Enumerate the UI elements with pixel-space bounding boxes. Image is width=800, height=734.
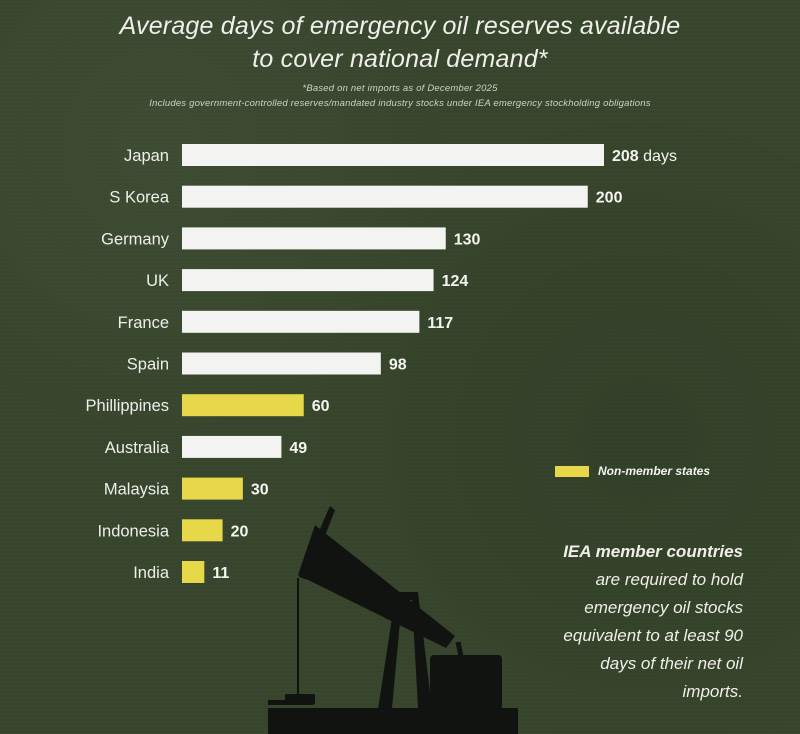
value-number: 200 bbox=[596, 190, 623, 207]
category-label: Spain bbox=[127, 356, 169, 374]
bar-spain bbox=[182, 352, 381, 375]
value-number: 124 bbox=[442, 273, 469, 290]
bar-uk bbox=[182, 269, 434, 292]
value-label: 20 bbox=[231, 523, 249, 540]
legend-swatch-non-member bbox=[555, 465, 589, 477]
category-label: Indonesia bbox=[97, 522, 169, 540]
bar-indonesia bbox=[182, 519, 223, 542]
iea-annotation-line-1: are required to hold bbox=[595, 570, 743, 589]
oil-pump-jack-illustration bbox=[268, 506, 518, 734]
chart-title-line-1: Average days of emergency oil reserves a… bbox=[119, 12, 681, 40]
value-number: 11 bbox=[212, 565, 229, 582]
category-label: Malaysia bbox=[104, 481, 170, 499]
category-label: Phillippines bbox=[86, 397, 169, 415]
category-label: France bbox=[118, 314, 169, 332]
category-label: Australia bbox=[105, 439, 170, 457]
pump-wellhead bbox=[285, 694, 315, 704]
pump-base-platform bbox=[268, 708, 518, 734]
value-label: 30 bbox=[251, 482, 269, 499]
category-label: Japan bbox=[124, 147, 169, 165]
category-label: Germany bbox=[101, 230, 170, 248]
chart-title-line-2: to cover national demand* bbox=[252, 45, 548, 73]
iea-annotation-line-2: emergency oil stocks bbox=[584, 598, 743, 617]
chart-title: Average days of emergency oil reserves a… bbox=[0, 10, 800, 76]
iea-annotation-line-4: days of their net oil bbox=[600, 654, 743, 673]
value-number: 30 bbox=[251, 482, 269, 499]
value-label: 208 days bbox=[612, 148, 677, 165]
value-number: 208 bbox=[612, 148, 639, 165]
category-label: UK bbox=[146, 272, 169, 290]
value-label: 130 bbox=[454, 231, 481, 248]
pump-horse-head bbox=[299, 506, 335, 580]
value-number: 117 bbox=[427, 315, 453, 332]
iea-annotation-line-5: imports. bbox=[682, 682, 743, 701]
footnote-line-2: Includes government-controlled reserves/… bbox=[149, 98, 651, 109]
value-label: 124 bbox=[442, 273, 469, 290]
pump-counterweight bbox=[452, 672, 484, 704]
value-unit: days bbox=[639, 148, 677, 165]
category-label: India bbox=[133, 564, 170, 582]
pump-flowline bbox=[268, 700, 314, 705]
bar-france bbox=[182, 310, 420, 333]
value-number: 60 bbox=[312, 398, 330, 415]
value-label: 11 bbox=[212, 565, 229, 582]
bar-japan bbox=[182, 144, 604, 166]
legend: Non-member states bbox=[555, 464, 710, 478]
bar-germany bbox=[182, 227, 446, 250]
value-number: 49 bbox=[289, 440, 307, 457]
iea-annotation-heading: IEA member countries bbox=[563, 542, 743, 561]
bar-malaysia bbox=[182, 477, 243, 500]
value-number: 20 bbox=[231, 523, 249, 540]
value-label: 200 bbox=[596, 190, 623, 207]
value-label: 117 bbox=[427, 315, 453, 332]
pump-walking-beam bbox=[298, 525, 455, 648]
value-number: 98 bbox=[389, 357, 407, 374]
iea-annotation-line-3: equivalent to at least 90 bbox=[563, 626, 743, 645]
bar-phillippines bbox=[182, 394, 304, 417]
legend-label-non-member: Non-member states bbox=[598, 464, 711, 478]
iea-annotation: IEA member countries are required to hol… bbox=[500, 538, 743, 706]
value-label: 60 bbox=[312, 398, 330, 415]
value-label: 98 bbox=[389, 357, 407, 374]
bar-australia bbox=[182, 435, 282, 458]
bar-s-korea bbox=[182, 185, 588, 208]
footnote-line-1: *Based on net imports as of December 202… bbox=[302, 83, 498, 94]
category-label: S Korea bbox=[109, 189, 169, 207]
value-number: 130 bbox=[454, 231, 481, 248]
value-label: 49 bbox=[289, 440, 307, 457]
bar-india bbox=[182, 561, 205, 583]
